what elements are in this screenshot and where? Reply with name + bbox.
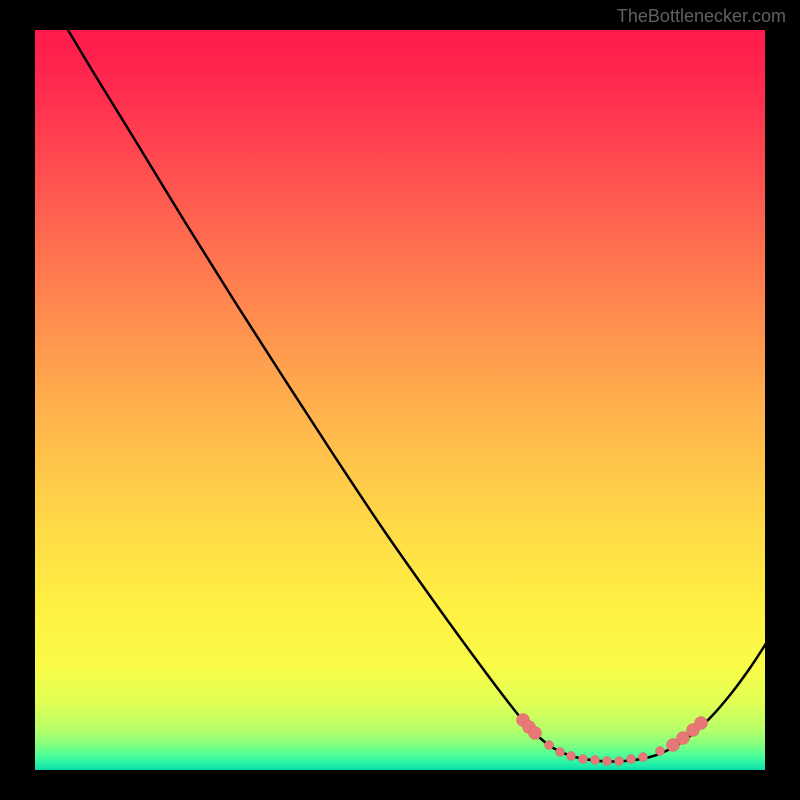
marker-group [517, 714, 708, 766]
curve-marker [615, 757, 624, 766]
curve-layer [35, 30, 765, 770]
bottleneck-curve [65, 30, 765, 762]
curve-marker [627, 755, 636, 764]
curve-marker [529, 727, 542, 740]
curve-marker [567, 752, 576, 761]
watermark-text: TheBottlenecker.com [617, 6, 786, 27]
curve-marker [695, 717, 708, 730]
curve-marker [591, 756, 600, 765]
curve-marker [639, 753, 648, 762]
plot-area [35, 30, 765, 770]
curve-marker [556, 748, 565, 757]
curve-marker [603, 757, 612, 766]
curve-marker [579, 755, 588, 764]
curve-marker [656, 747, 665, 756]
curve-marker [545, 741, 554, 750]
